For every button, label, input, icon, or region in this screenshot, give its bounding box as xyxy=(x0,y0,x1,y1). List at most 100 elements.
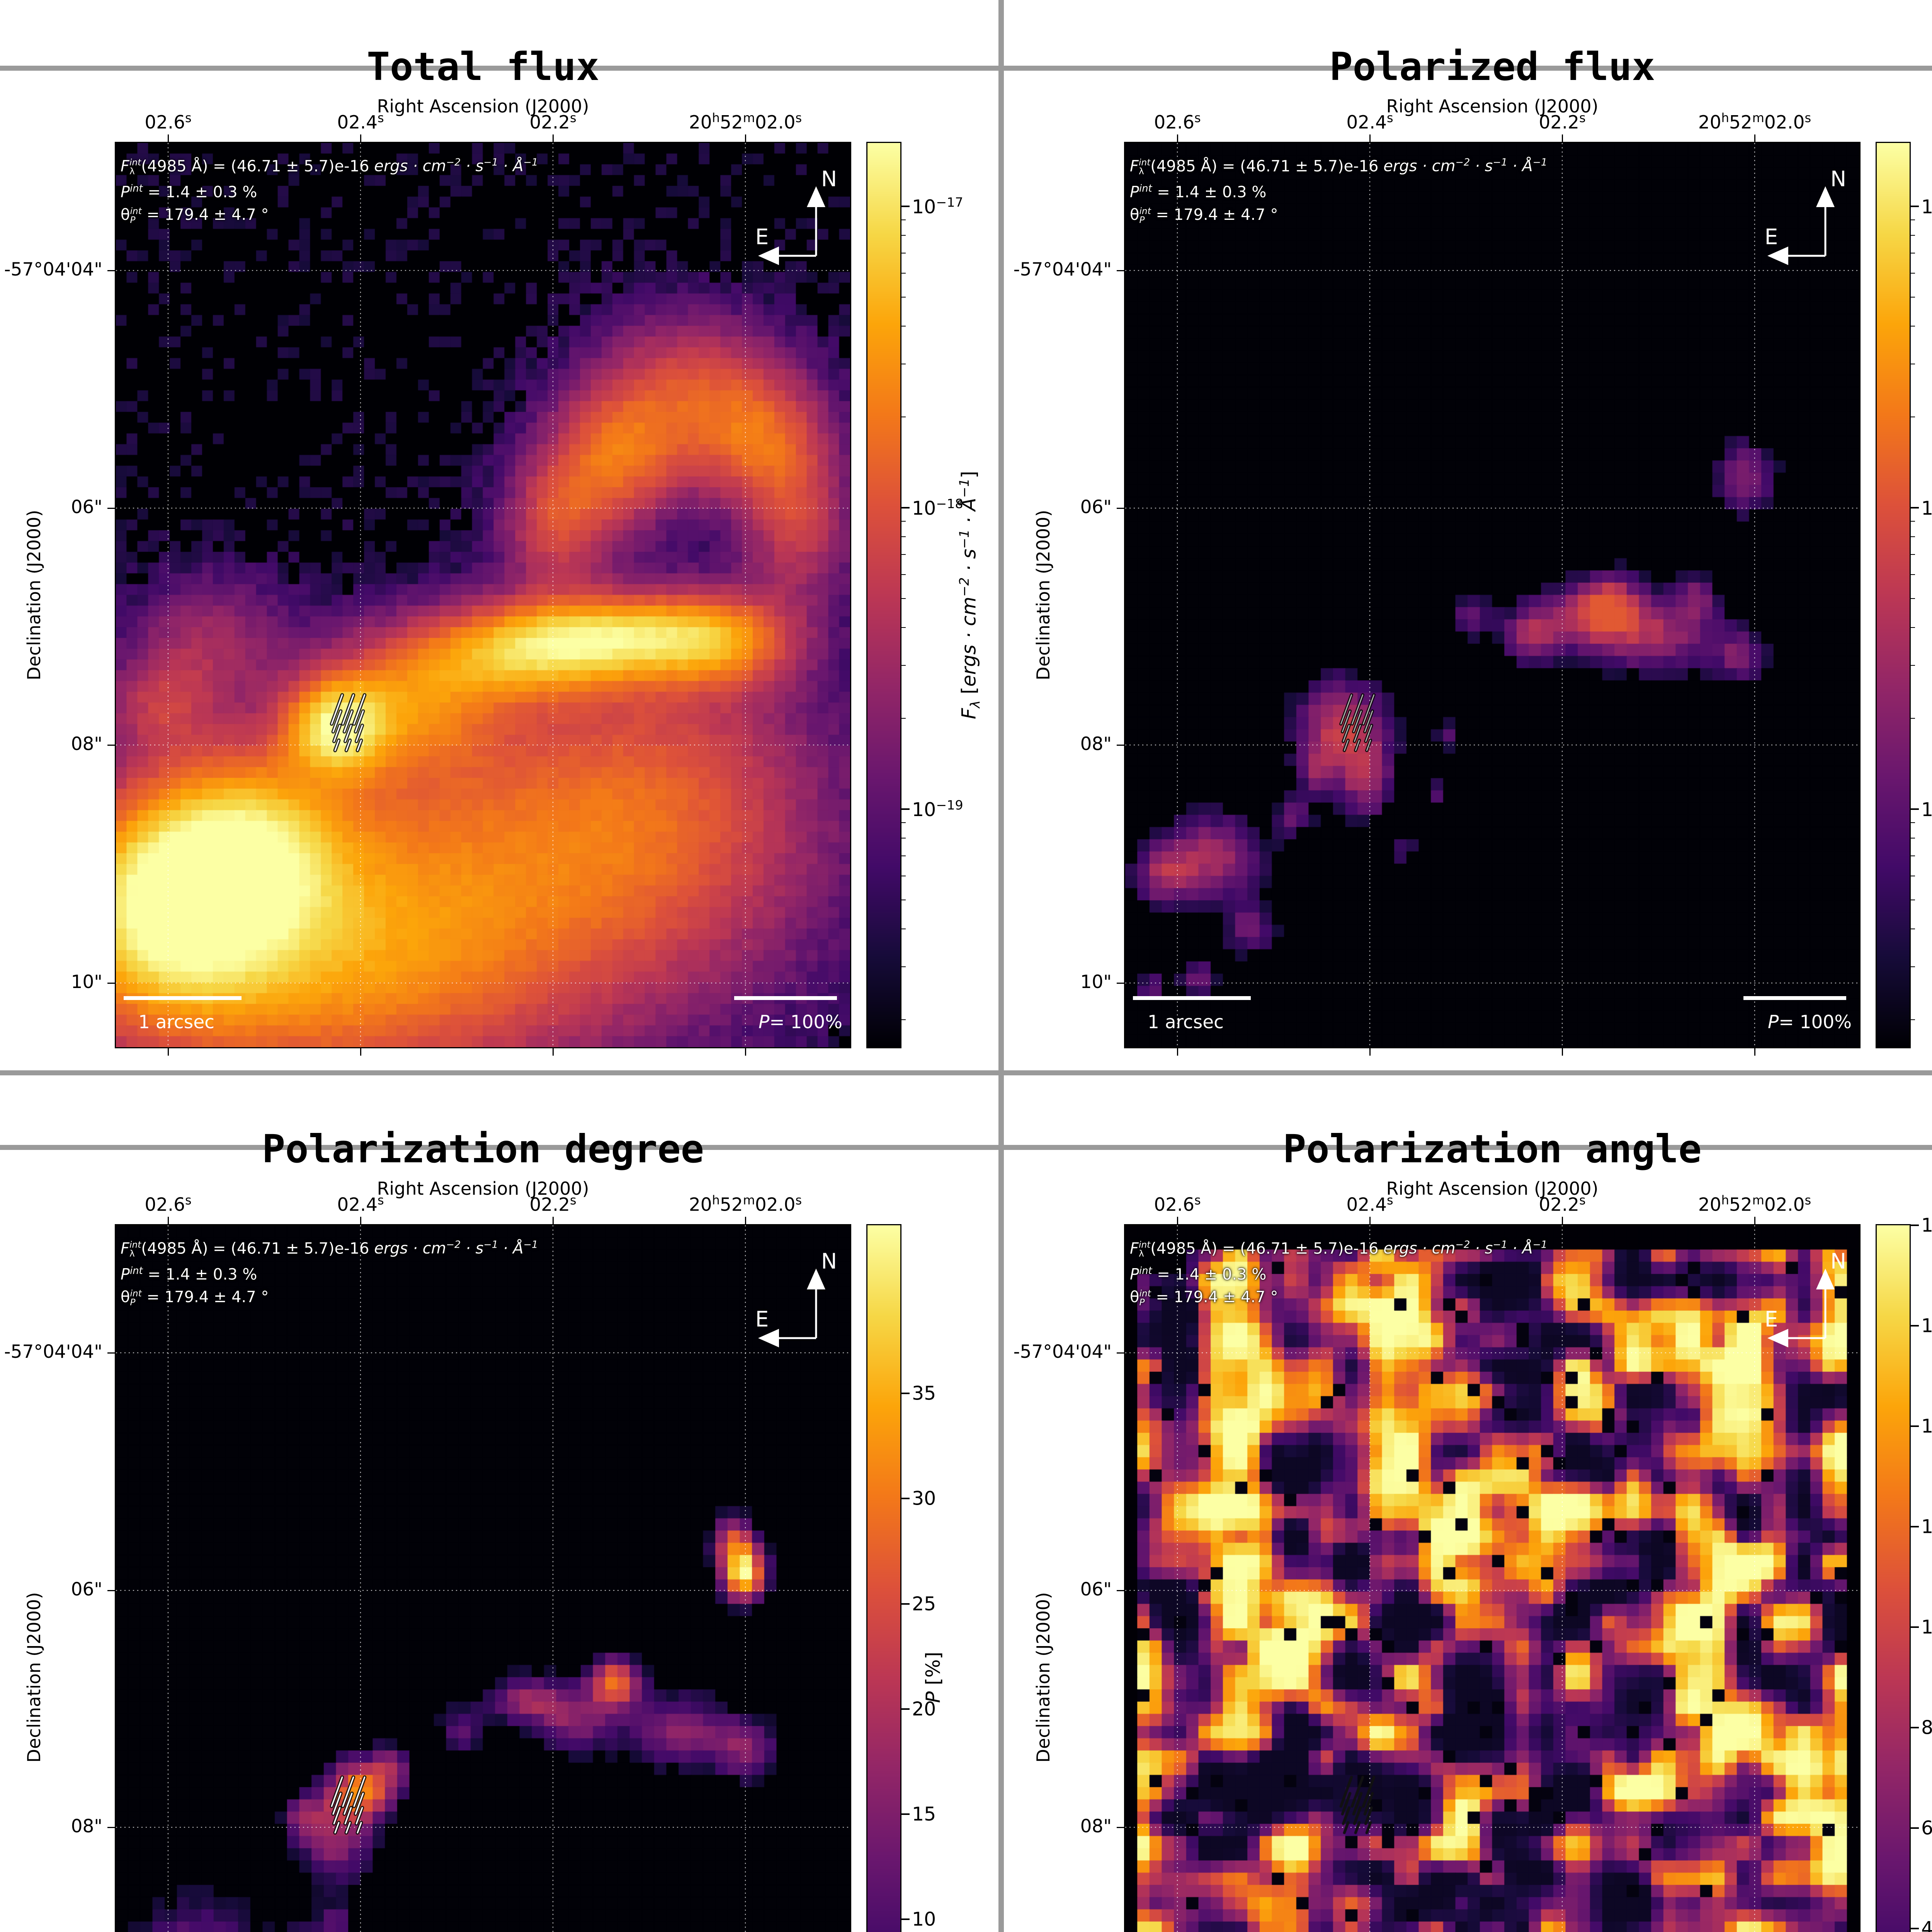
dec-tick-label: -57°04'04" xyxy=(4,1341,102,1362)
axis-tick-mark xyxy=(360,1217,361,1225)
arcsec-scalebar-label: 1 arcsec xyxy=(1148,1012,1224,1033)
axis-tick-mark xyxy=(1117,1590,1125,1591)
dec-tick-label: 08" xyxy=(1080,1816,1112,1837)
dec-axis-title: Declination (J2000) xyxy=(24,510,44,680)
axis-tick-mark xyxy=(1369,1047,1371,1056)
ra-tick-label: 02.4s xyxy=(337,1193,384,1216)
colorbar-tick xyxy=(1910,536,1915,537)
colorbar: Fλ · P [ergs · cm−2 · s−1 · Å−1] 10−1710… xyxy=(1876,142,1932,1048)
axis-tick-mark xyxy=(553,1217,554,1225)
axis-tick-mark xyxy=(1117,1827,1125,1828)
sky-map-heatmap xyxy=(116,143,850,1047)
colorbar-tick xyxy=(1910,1225,1919,1226)
axis-tick-mark xyxy=(553,1047,554,1056)
colorbar-gradient xyxy=(1877,1225,1910,1932)
axis-tick-mark xyxy=(107,270,116,271)
axis-tick-mark xyxy=(107,983,116,984)
axis-tick-mark xyxy=(1754,134,1755,143)
polarization-scalebar xyxy=(1743,996,1846,1000)
axis-tick-mark xyxy=(1754,1047,1755,1056)
colorbar-tick xyxy=(1910,855,1915,856)
colorbar-tick xyxy=(900,1393,910,1394)
axis-tick-mark xyxy=(745,1047,746,1056)
panel-title: Polarization angle xyxy=(1283,1126,1702,1172)
pol-int-line: Pint = 1.4 ± 0.3 % xyxy=(121,1265,257,1284)
colorbar-tick xyxy=(900,627,906,628)
ra-tick-label: 02.6s xyxy=(145,111,192,133)
flux-int-line: Fint λ (4985 Å) = (46.71 ± 5.7)e-16 ergs ·… xyxy=(121,1239,538,1259)
colorbar-tick xyxy=(900,1813,910,1815)
panel-polarized-flux: Polarized flux Right Ascension (J2000) D… xyxy=(1014,44,1932,1056)
ra-tick-label: 20h52m02.0s xyxy=(1698,111,1811,133)
axis-tick-mark xyxy=(1117,745,1125,746)
colorbar-tick xyxy=(1910,521,1915,522)
axis-tick-mark xyxy=(107,1352,116,1354)
angle-int-line: θint P = 179.4 ± 4.7 ° xyxy=(121,1288,269,1308)
axis-tick-mark xyxy=(168,134,169,143)
colorbar-tick xyxy=(900,507,910,509)
dec-axis-title: Declination (J2000) xyxy=(24,1592,44,1763)
ra-tick-label: 02.4s xyxy=(1346,1193,1393,1216)
row-divider xyxy=(0,1070,1932,1075)
title-rule-row2 xyxy=(0,1145,1932,1150)
colorbar-tick xyxy=(1910,554,1915,555)
colorbar-gradient xyxy=(867,143,900,1047)
colorbar-tick xyxy=(1910,966,1915,967)
colorbar-tick xyxy=(1910,718,1915,719)
title-rule-row1 xyxy=(0,66,1932,71)
colorbar-tick-label: 40 xyxy=(1921,1917,1932,1932)
ra-tick-label: 02.6s xyxy=(1154,111,1201,133)
colorbar-tick xyxy=(1910,574,1915,575)
dec-tick-label: -57°04'04" xyxy=(1013,259,1112,280)
colorbar-tick xyxy=(900,966,906,967)
integrated-values-annotation: Fint λ (4985 Å) = (46.71 ± 5.7)e-16 ergs ·… xyxy=(121,151,538,226)
colorbar-tick xyxy=(900,665,906,666)
colorbar-tick xyxy=(1910,1727,1919,1728)
panel-total-flux: Total flux Right Ascension (J2000) Decli… xyxy=(4,44,983,1056)
axis-tick-mark xyxy=(1562,134,1563,143)
integrated-values-annotation: Fint λ (4985 Å) = (46.71 ± 5.7)e-16 ergs ·… xyxy=(1130,151,1547,226)
axis-tick-mark xyxy=(1117,270,1125,271)
panel-polarization-angle: Polarization angle Right Ascension (J200… xyxy=(1014,1126,1932,1932)
colorbar-tick xyxy=(900,554,906,555)
ra-tick-label: 02.2s xyxy=(529,111,577,133)
colorbar-tick xyxy=(1910,206,1919,207)
colorbar-tick-label: 60 xyxy=(1921,1817,1932,1839)
colorbar-tick-label: 25 xyxy=(912,1593,936,1615)
dec-tick-label: 06" xyxy=(71,497,102,518)
sky-map-heatmap xyxy=(1125,1225,1859,1932)
colorbar-tick xyxy=(1910,507,1919,509)
axis-tick-mark xyxy=(1177,134,1178,143)
colorbar-tick-label: 100 xyxy=(1921,1616,1932,1638)
axis-tick-mark xyxy=(168,1217,169,1225)
ra-tick-label: 20h52m02.0s xyxy=(1698,1193,1811,1216)
colorbar-tick xyxy=(900,536,906,537)
axis-tick-mark xyxy=(360,134,361,143)
axis-tick-mark xyxy=(107,745,116,746)
ra-axis-title: Right Ascension (J2000) xyxy=(377,96,589,117)
ra-tick-label: 20h52m02.0s xyxy=(689,111,802,133)
panel-title: Polarized flux xyxy=(1329,44,1655,89)
angle-int-line: θint P = 179.4 ± 4.7 ° xyxy=(121,206,269,225)
colorbar-tick xyxy=(1910,1019,1915,1020)
ra-tick-label: 02.2s xyxy=(1539,111,1586,133)
axis-tick-mark xyxy=(360,1047,361,1056)
flux-int-line: Fint λ (4985 Å) = (46.71 ± 5.7)e-16 ergs ·… xyxy=(1130,1239,1548,1259)
panel-title: Total flux xyxy=(366,44,600,89)
colorbar-tick-label: 80 xyxy=(1921,1716,1932,1739)
pol-int-line: Pint = 1.4 ± 0.3 % xyxy=(121,183,257,201)
colorbar: P [%] 05101520253035 xyxy=(866,1224,944,1932)
axis-tick-mark xyxy=(107,1590,116,1591)
dec-axis-title: Declination (J2000) xyxy=(1033,510,1054,680)
ra-axis-title: Right Ascension (J2000) xyxy=(1386,1178,1599,1199)
colorbar-tick xyxy=(900,598,906,599)
arcsec-scalebar-label: 1 arcsec xyxy=(138,1012,215,1033)
integrated-values-annotation: Fint λ (4985 Å) = (46.71 ± 5.7)e-16 ergs ·… xyxy=(1130,1234,1547,1308)
sky-map-heatmap xyxy=(116,1225,850,1932)
colorbar-tick xyxy=(1910,326,1915,327)
polarization-scalebar-label: P= 100% xyxy=(758,1012,842,1033)
panel-polarization-degree: Polarization degree Right Ascension (J20… xyxy=(4,1126,944,1932)
colorbar-tick xyxy=(1910,273,1915,274)
pol-int-line: Pint = 1.4 ± 0.3 % xyxy=(1130,1265,1267,1284)
colorbar-label: P [%] xyxy=(922,1651,944,1703)
